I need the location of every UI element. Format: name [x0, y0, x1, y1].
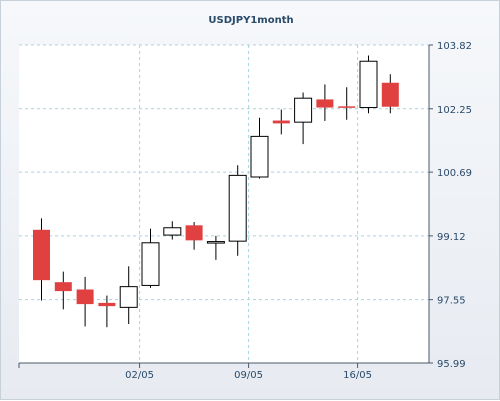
x-tick-label: 16/05 — [343, 370, 372, 381]
candle-body-up — [250, 135, 269, 178]
candle-body-down — [54, 282, 72, 292]
candle-body-down — [272, 120, 290, 124]
candle — [54, 271, 72, 310]
candle — [119, 266, 138, 325]
candles — [33, 55, 399, 328]
candle — [228, 165, 247, 256]
y-tick-label: 95.99 — [437, 359, 466, 370]
x-tick-label: 02/05 — [125, 370, 154, 381]
candle — [294, 92, 313, 145]
candle — [98, 295, 116, 328]
candle — [163, 221, 182, 240]
candle-body-up — [119, 286, 138, 308]
candle — [272, 109, 290, 135]
candle-body-down — [316, 99, 334, 108]
chart-title: USDJPY1month — [208, 15, 293, 26]
y-tick-label: 103.82 — [437, 41, 472, 52]
candle — [381, 74, 399, 114]
candle-body-up — [163, 227, 182, 236]
candle — [185, 222, 203, 250]
candle-body-down — [76, 289, 94, 305]
candle-body-down — [98, 302, 116, 307]
candle-body-down — [381, 82, 399, 107]
y-tick-label: 100.69 — [437, 168, 472, 179]
y-tick-label: 99.12 — [437, 232, 466, 243]
candle — [141, 228, 160, 288]
candle — [76, 276, 94, 327]
candle-body-down — [33, 229, 50, 281]
y-tick-label: 97.55 — [437, 296, 466, 307]
x-tick-label: 09/05 — [234, 370, 263, 381]
y-tick-label: 102.25 — [437, 105, 472, 116]
candle — [33, 218, 50, 301]
candle — [316, 84, 334, 121]
candle-body-up — [141, 242, 160, 286]
candle-body-down — [338, 106, 356, 108]
candle — [206, 235, 225, 260]
candle — [359, 55, 378, 114]
axes: 103.82 102.25 100.69 99.12 97.55 95.99 02/05 09… — [18, 41, 472, 381]
candle — [338, 87, 356, 120]
candle-body-down — [185, 225, 203, 241]
candle-body-up — [294, 97, 313, 123]
candle-body-up — [359, 60, 378, 109]
candle-body-up — [206, 241, 225, 244]
candle-body-up — [228, 174, 247, 242]
candle — [250, 117, 269, 179]
